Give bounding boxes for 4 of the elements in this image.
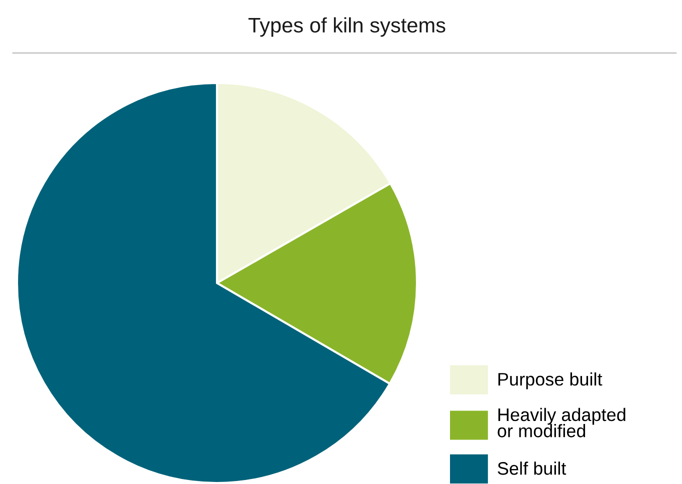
legend-label: Purpose built (498, 372, 602, 390)
chart-title: Types of kiln systems (248, 17, 446, 37)
legend-label: Self built (498, 462, 566, 475)
legend-label: Heavily adapted or modified (498, 408, 626, 438)
